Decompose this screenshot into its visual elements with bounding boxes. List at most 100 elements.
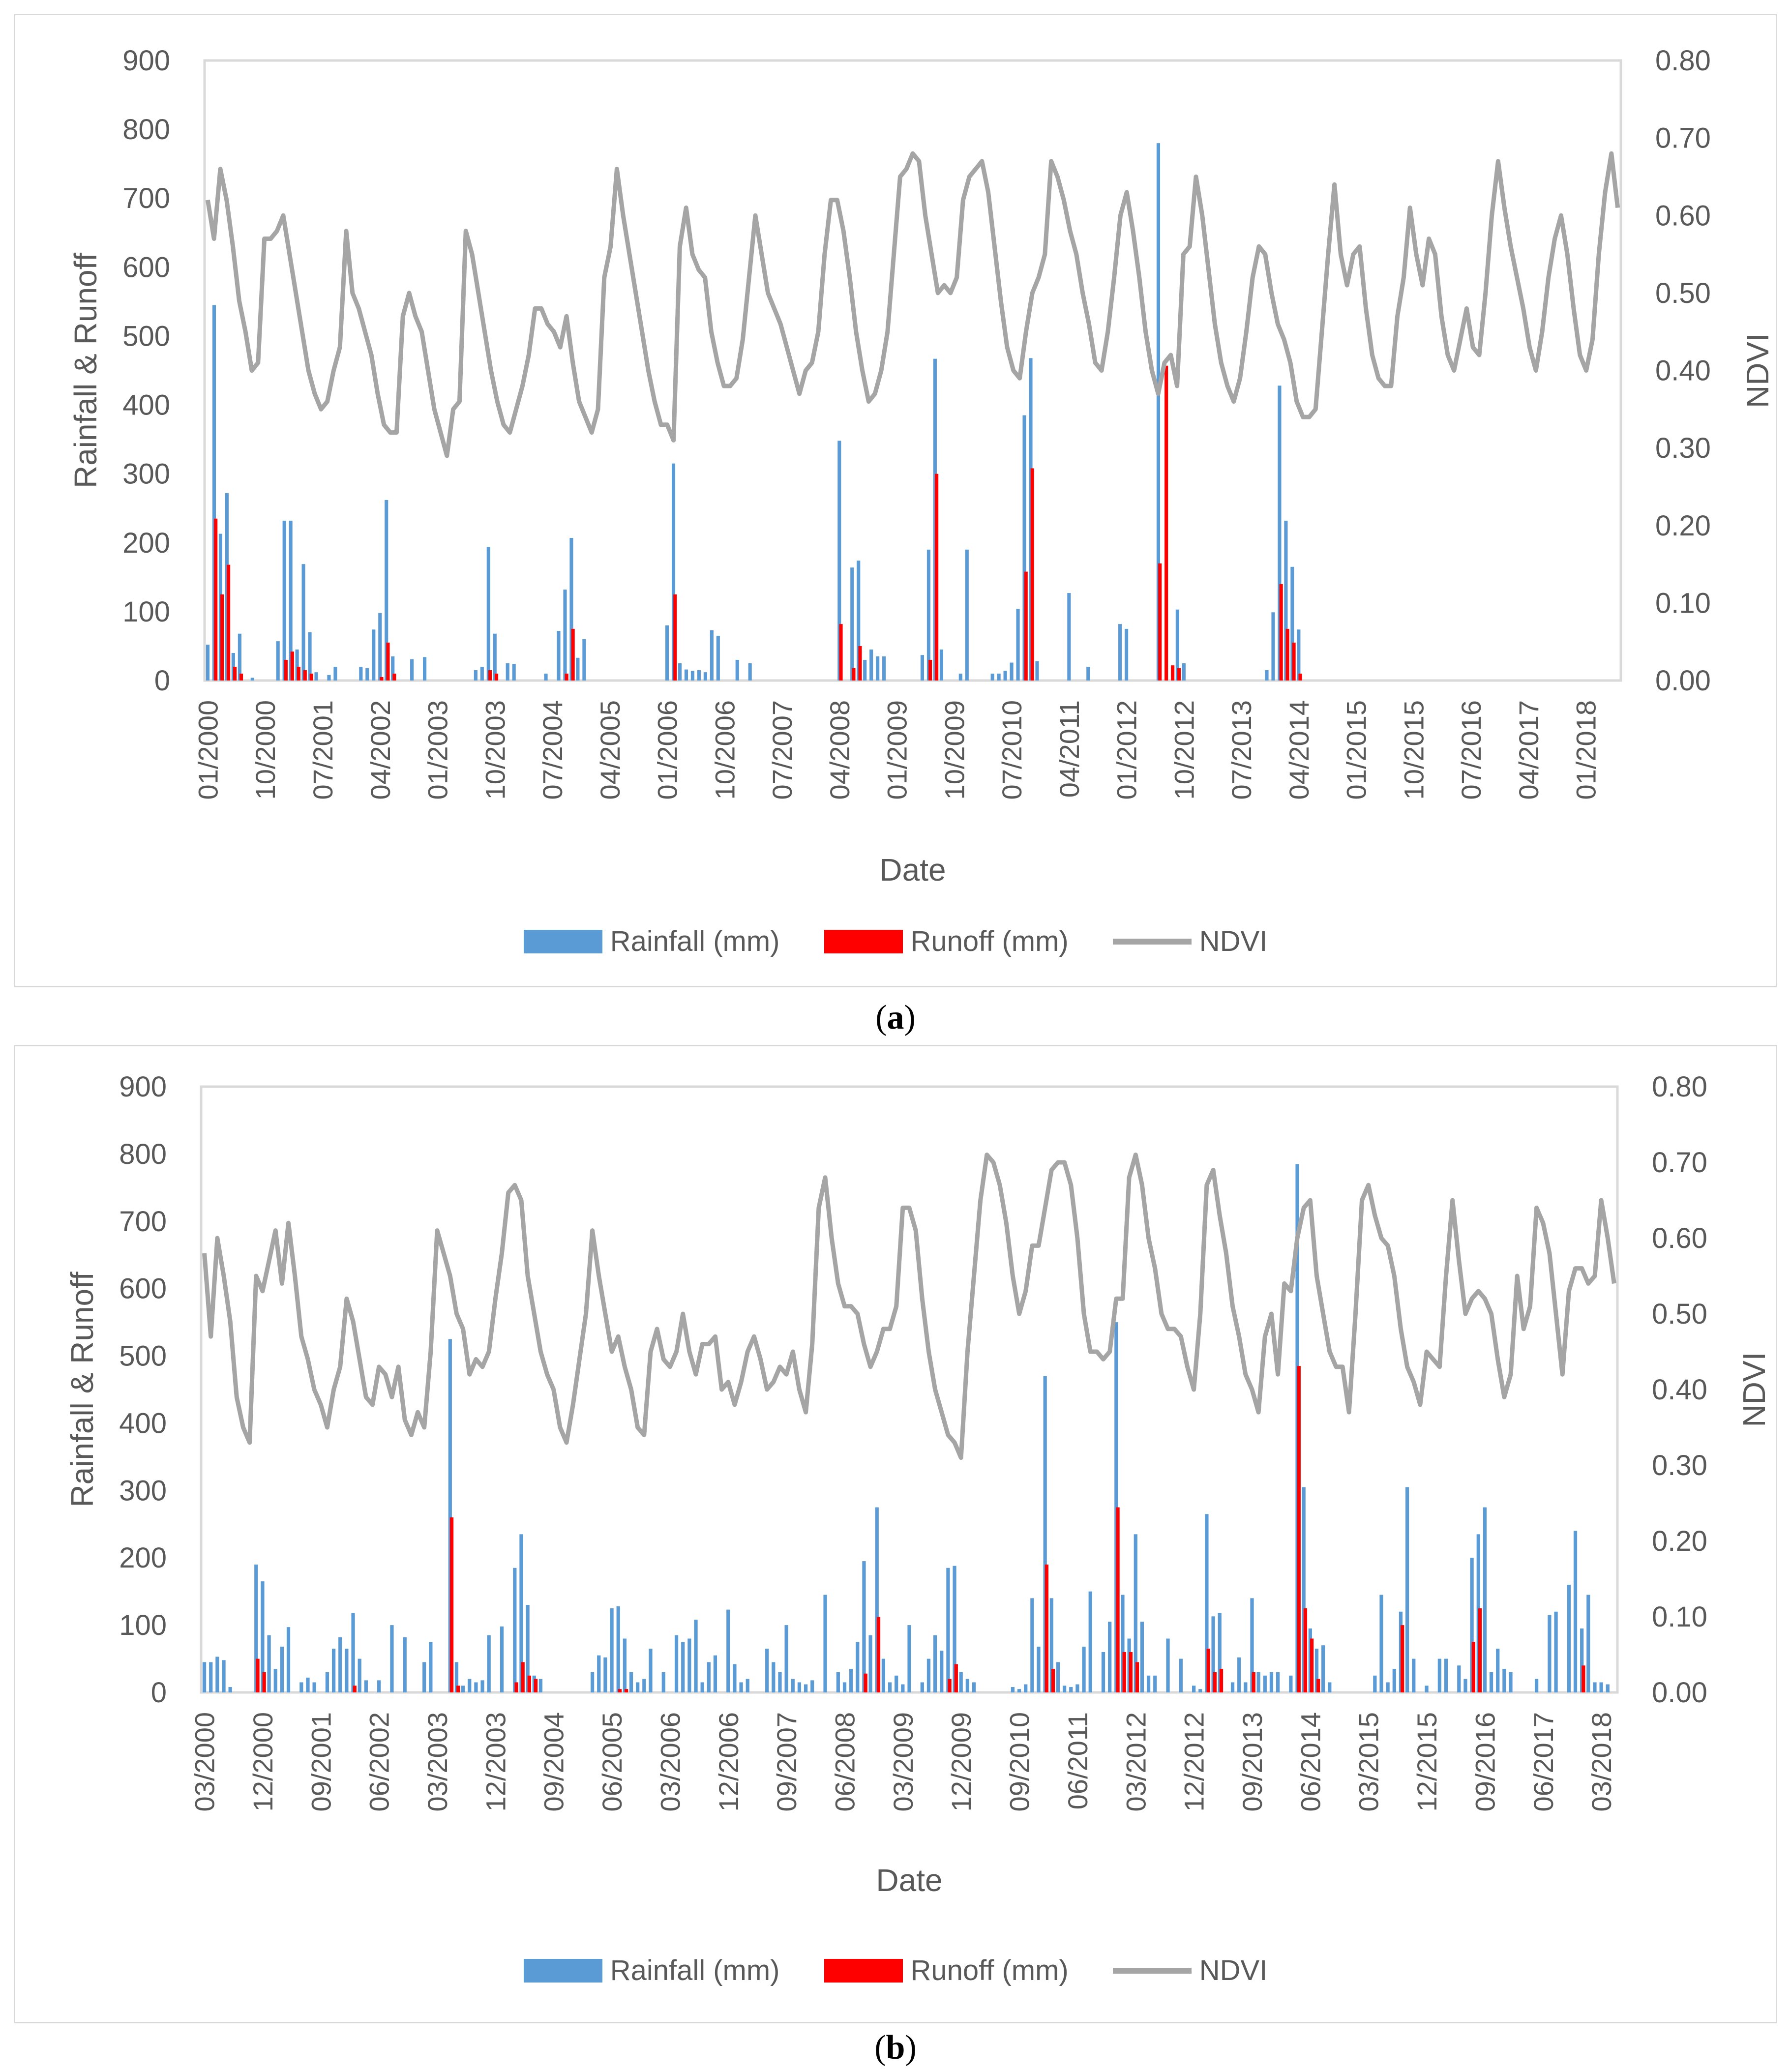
x-tick-label: 10/2003: [479, 700, 510, 799]
rainfall-bar: [1067, 593, 1071, 681]
x-tick-label: 04/2005: [595, 700, 626, 799]
rainfall-bar: [1284, 520, 1288, 681]
rainfall-bar: [797, 1682, 802, 1692]
rainfall-bar: [228, 1687, 232, 1692]
ndvi-line: [202, 1153, 1616, 1460]
rainfall-bar: [836, 1672, 840, 1692]
y2-tick-label: 0.40: [1655, 355, 1711, 387]
y2-tick-label: 0.50: [1652, 1298, 1707, 1330]
rainfall-bar: [1269, 1672, 1274, 1692]
x-tick-label: 07/2001: [307, 700, 338, 799]
rainfall-bar: [1049, 1598, 1053, 1692]
rainfall-bar: [325, 1672, 329, 1692]
runoff-bar: [1171, 665, 1175, 681]
rainfall-bar: [377, 1680, 381, 1692]
x-axis-title: Date: [879, 852, 946, 888]
rainfall-bar: [1483, 1507, 1487, 1692]
rainfall-bar: [327, 675, 331, 681]
rainfall-bar: [1082, 1646, 1086, 1692]
rainfall-bar: [1606, 1684, 1610, 1692]
runoff-bar: [256, 1658, 260, 1692]
y2-tick-label: 0.00: [1652, 1677, 1707, 1709]
rainfall-bar: [772, 1662, 776, 1692]
rainfall-bar: [1548, 1615, 1552, 1692]
x-tick-label: 12/2003: [480, 1712, 511, 1811]
runoff-bar: [948, 1679, 952, 1692]
x-tick-label: 03/2018: [1586, 1712, 1617, 1811]
rainfall-bar: [359, 666, 363, 681]
x-tick-label: 01/2018: [1571, 700, 1602, 799]
rainfall-bar: [480, 666, 484, 681]
rainfall-bar: [1457, 1665, 1461, 1692]
rainfall-bar: [209, 1662, 213, 1692]
rainfall-bar: [591, 1672, 595, 1692]
caption-b-letter: b: [886, 2029, 905, 2067]
rainfall-bar: [364, 1680, 368, 1692]
rainfall-bar: [629, 1672, 633, 1692]
rainfall-bar: [538, 1679, 543, 1692]
rainfall-bar: [1166, 1638, 1170, 1692]
rainfall-bar: [881, 1658, 886, 1692]
rainfall-bar: [1153, 1675, 1157, 1692]
x-tick-label: 04/2017: [1513, 700, 1544, 799]
rainfall-bar: [500, 1626, 504, 1692]
rainfall-bar: [1502, 1669, 1506, 1692]
rainfall-bar: [735, 659, 739, 681]
rainfall-bar: [306, 1677, 310, 1692]
rainfall-bar: [1063, 1686, 1067, 1692]
rainfall-bar: [837, 441, 841, 681]
rainfall-bar: [222, 1660, 226, 1692]
runoff-bar: [1051, 1669, 1055, 1692]
x-tick-label: 12/2006: [713, 1712, 744, 1811]
legend-ndvi-label: NDVI: [1199, 1954, 1268, 1986]
y-tick-label: 700: [119, 1206, 167, 1238]
caption-b: (b): [874, 2029, 917, 2067]
runoff-bar: [309, 673, 313, 681]
rainfall-bar: [312, 1682, 316, 1692]
rainfall-bar: [301, 564, 305, 681]
runoff-bar: [1116, 1507, 1120, 1692]
rainfall-bar: [1573, 1531, 1578, 1692]
rainfall-bar: [1211, 1616, 1215, 1692]
rainfall-bar: [1205, 1514, 1209, 1692]
runoff-bar: [839, 624, 843, 681]
ndvi-swatch: [1112, 938, 1192, 945]
y2-tick-label: 0.60: [1655, 200, 1711, 232]
rainfall-bar: [1489, 1672, 1493, 1692]
y-tick-label: 900: [122, 45, 170, 77]
rainfall-bar: [576, 657, 580, 681]
x-tick-label: 12/2015: [1411, 1712, 1442, 1811]
rainfall-bar: [358, 1658, 361, 1692]
rainfall-bar: [1043, 1376, 1047, 1692]
x-tick-label: 03/2015: [1353, 1712, 1384, 1811]
rainfall-bar: [700, 1682, 704, 1692]
runoff-bar: [1471, 1642, 1475, 1692]
chart-panel-b: 0 100 200 300 400 500 600 700 800 900 0.00 0.10 0.20…: [14, 1045, 1777, 2023]
rainfall-bar: [1328, 1682, 1332, 1692]
rainfall-bar: [869, 649, 873, 681]
runoff-bar: [571, 628, 575, 681]
y-axis-title: Rainfall & Runoff: [68, 253, 103, 488]
caption-a-letter: a: [887, 999, 904, 1036]
rainfall-bar: [299, 1682, 303, 1692]
runoff-bar: [1206, 1649, 1210, 1692]
x-tick-label: 10/2000: [250, 700, 281, 799]
legend-ndvi: NDVI: [1112, 1954, 1268, 1987]
runoff-bar: [527, 1675, 531, 1692]
rainfall-bar: [765, 1649, 769, 1692]
x-tick-label: 10/2012: [1168, 700, 1199, 799]
rainfall-bar: [1075, 1684, 1079, 1692]
y2-axis-title: NDVI: [1740, 333, 1775, 408]
rainfall-bar: [1035, 661, 1039, 681]
x-axis-title: Date: [876, 1863, 942, 1898]
rainfall-bar: [965, 549, 969, 681]
runoff-bar: [1310, 1638, 1314, 1692]
runoff-bar: [521, 1662, 525, 1692]
rainfall-bar: [1314, 1649, 1319, 1692]
rainfall-bar: [661, 1672, 665, 1692]
runoff-bar: [1135, 1662, 1139, 1692]
x-tick-label: 12/2009: [946, 1712, 977, 1811]
y-tick-label: 500: [122, 320, 170, 352]
rainfall-bar: [1016, 609, 1020, 681]
rainfall-bar: [1237, 1657, 1241, 1692]
